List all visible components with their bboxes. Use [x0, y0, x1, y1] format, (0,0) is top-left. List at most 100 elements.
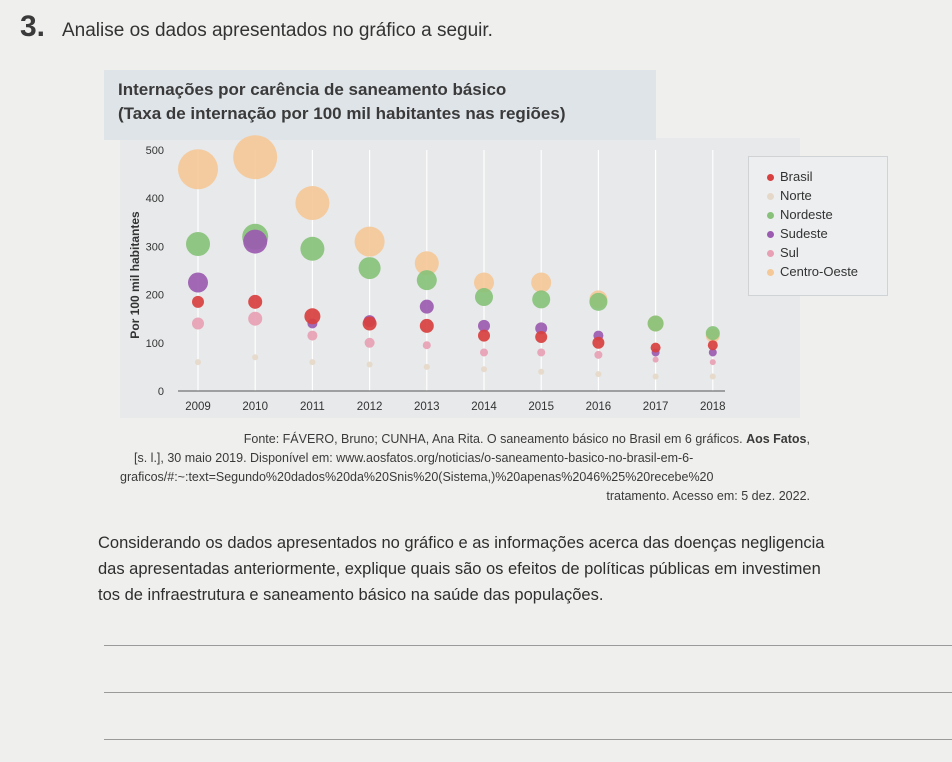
legend-swatch — [767, 193, 774, 201]
data-bubble — [233, 135, 278, 180]
x-tick-label: 2016 — [586, 401, 612, 413]
legend-item: Nordeste — [767, 207, 833, 222]
data-bubble — [414, 251, 439, 276]
question-body: Considerando os dados apresentados no gr… — [98, 530, 952, 608]
x-tick-label: 2017 — [643, 401, 669, 413]
y-tick-label: 200 — [146, 290, 164, 302]
data-bubble — [195, 359, 201, 366]
legend-label: Sudeste — [780, 226, 828, 241]
legend-item: Brasil — [767, 169, 813, 184]
data-bubble — [362, 316, 377, 331]
data-bubble — [252, 354, 259, 361]
data-bubble — [709, 359, 716, 366]
data-bubble — [358, 257, 381, 280]
data-bubble — [309, 359, 316, 366]
data-bubble — [248, 311, 263, 326]
source-line-1: Fonte: FÁVERO, Bruno; CUNHA, Ana Rita. O… — [120, 430, 810, 449]
legend-label: Brasil — [780, 169, 813, 184]
data-bubble — [354, 226, 385, 257]
legend-item: Sul — [767, 245, 799, 260]
legend-item: Norte — [767, 188, 812, 203]
chart-title-block: Internações por carência de saneamento b… — [118, 78, 566, 126]
data-bubble — [243, 229, 268, 254]
data-bubble — [475, 288, 493, 307]
x-tick-label: 2009 — [185, 401, 211, 413]
legend-swatch — [767, 231, 774, 239]
data-bubble — [422, 341, 431, 350]
legend-swatch — [767, 250, 774, 258]
data-bubble — [535, 331, 548, 344]
data-bubble — [595, 371, 602, 378]
legend-label: Nordeste — [780, 207, 833, 222]
chart-title-background — [104, 70, 656, 140]
data-bubble — [416, 270, 437, 291]
x-tick-label: 2011 — [300, 401, 325, 413]
data-bubble — [652, 373, 659, 380]
legend-label: Norte — [780, 188, 812, 203]
data-bubble — [304, 308, 321, 325]
source-line-2: [s. l.], 30 maio 2019. Disponível em: ww… — [134, 451, 694, 465]
chart-legend: Brasil Norte Nordeste Sudeste Sul Centro-Oest… — [748, 156, 888, 296]
legend-label: Centro-Oeste — [780, 264, 859, 279]
y-tick-label: 100 — [146, 338, 164, 350]
question-prompt: Analise os dados apresentados no gráfico… — [62, 20, 493, 41]
legend-item: Sudeste — [767, 226, 828, 241]
data-bubble — [535, 322, 548, 335]
data-bubble — [707, 340, 718, 351]
answer-line[interactable] — [104, 692, 952, 693]
data-bubble — [589, 292, 608, 311]
data-bubble — [423, 363, 430, 370]
data-bubble — [419, 318, 434, 333]
data-bubble — [592, 336, 605, 349]
y-tick-label: 0 — [158, 386, 164, 398]
chart-title: Internações por carência de saneamento b… — [118, 80, 507, 99]
y-tick-label: 400 — [146, 193, 164, 205]
data-bubble — [481, 366, 487, 373]
data-bubble — [419, 299, 434, 314]
source-publication: Aos Fatos — [746, 432, 807, 446]
legend-item: Centro-Oeste — [767, 264, 858, 279]
legend-swatch — [767, 269, 774, 277]
x-tick-label: 2012 — [357, 401, 383, 413]
data-bubble — [478, 319, 490, 332]
x-tick-label: 2015 — [528, 401, 554, 413]
source-line-4: tratamento. Acesso em: 5 dez. 2022. — [606, 489, 810, 503]
x-tick-label: 2013 — [414, 401, 440, 413]
y-tick-label: 500 — [146, 145, 164, 157]
x-tick-label: 2010 — [242, 401, 268, 413]
data-bubble — [474, 272, 494, 293]
data-bubble — [178, 149, 218, 190]
data-bubble — [478, 329, 490, 342]
source-line-1-prefix: Fonte: FÁVERO, Bruno; CUNHA, Ana Rita. O… — [243, 432, 747, 446]
data-bubble — [366, 361, 373, 368]
legend-label: Sul — [780, 245, 799, 260]
data-bubble — [705, 326, 720, 341]
data-bubble — [708, 348, 717, 357]
data-bubble — [300, 236, 325, 261]
data-bubble — [709, 373, 716, 380]
data-bubble — [538, 368, 545, 375]
data-bubble — [647, 315, 664, 332]
source-citation: Fonte: FÁVERO, Bruno; CUNHA, Ana Rita. O… — [120, 430, 810, 506]
data-bubble — [295, 186, 330, 221]
data-bubble — [364, 337, 375, 348]
data-bubble — [650, 342, 661, 353]
data-bubble — [537, 348, 546, 357]
data-bubble — [186, 231, 210, 256]
plot-area-background — [120, 138, 800, 418]
answer-line[interactable] — [104, 739, 952, 740]
data-bubble — [480, 348, 488, 357]
question-body-line-1: Considerando os dados apresentados no gr… — [98, 534, 825, 552]
legend-swatch — [767, 174, 774, 182]
data-bubble — [192, 317, 204, 330]
data-bubble — [248, 294, 263, 309]
data-bubble — [652, 356, 659, 363]
x-tick-label: 2018 — [700, 401, 726, 413]
answer-line[interactable] — [104, 645, 952, 646]
question-body-line-2: das apresentadas anteriormente, explique… — [98, 560, 821, 578]
data-bubble — [307, 330, 318, 341]
data-bubble — [188, 272, 208, 293]
data-bubble — [531, 272, 552, 293]
source-line-1-suffix: , — [806, 432, 810, 446]
